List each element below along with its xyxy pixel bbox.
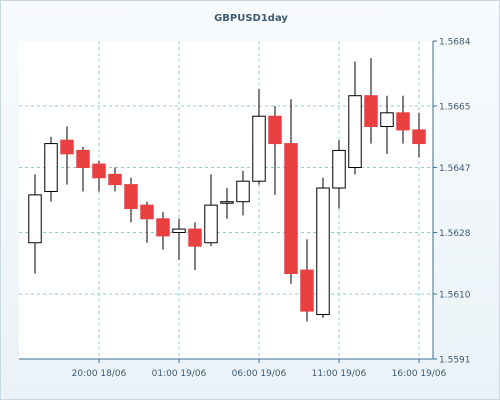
x-tick-label: 11:00 19/06	[312, 369, 367, 379]
candle-body-up	[236, 180, 250, 203]
candle-body-up	[316, 187, 330, 316]
candle-body-down	[108, 173, 122, 186]
candle-body-down	[268, 115, 282, 145]
y-tick-label: 1.5610	[439, 291, 471, 301]
candle-body-up	[332, 149, 346, 189]
candle-body-up	[220, 201, 234, 204]
candle-body-down	[124, 184, 138, 210]
x-tick-label: 16:00 19/06	[392, 369, 447, 379]
candle-body-up	[252, 115, 266, 182]
candle-body-up	[28, 194, 42, 244]
y-tick-label: 1.5628	[439, 229, 471, 239]
candle-body-down	[76, 149, 90, 169]
candle-body-down	[364, 95, 378, 127]
candle-body-down	[284, 143, 298, 275]
chart-title: GBPUSD1day	[214, 13, 288, 24]
candle-body-down	[300, 269, 314, 312]
candle-body-down	[156, 218, 170, 237]
candle-body-down	[92, 163, 106, 179]
x-tick-label: 06:00 19/06	[232, 369, 287, 379]
y-tick-label: 1.5647	[439, 164, 471, 174]
x-tick-label: 01:00 19/06	[152, 369, 207, 379]
candle-body-down	[412, 129, 426, 145]
candle-body-down	[188, 228, 202, 247]
x-tick-label: 20:00 18/06	[72, 369, 127, 379]
candle-body-down	[60, 139, 74, 155]
candle-body-up	[348, 95, 362, 169]
candle-body-up	[172, 228, 186, 233]
candle-body-down	[396, 112, 410, 131]
candle-body-up	[44, 143, 58, 192]
y-tick-label: 1.5665	[439, 102, 471, 112]
candle-body-down	[140, 204, 154, 220]
candle-body-up	[380, 112, 394, 127]
candle-body-up	[204, 204, 218, 244]
y-tick-label: 1.5591	[439, 356, 471, 366]
plot-background	[19, 41, 433, 359]
y-tick-label: 1.5684	[439, 38, 471, 48]
